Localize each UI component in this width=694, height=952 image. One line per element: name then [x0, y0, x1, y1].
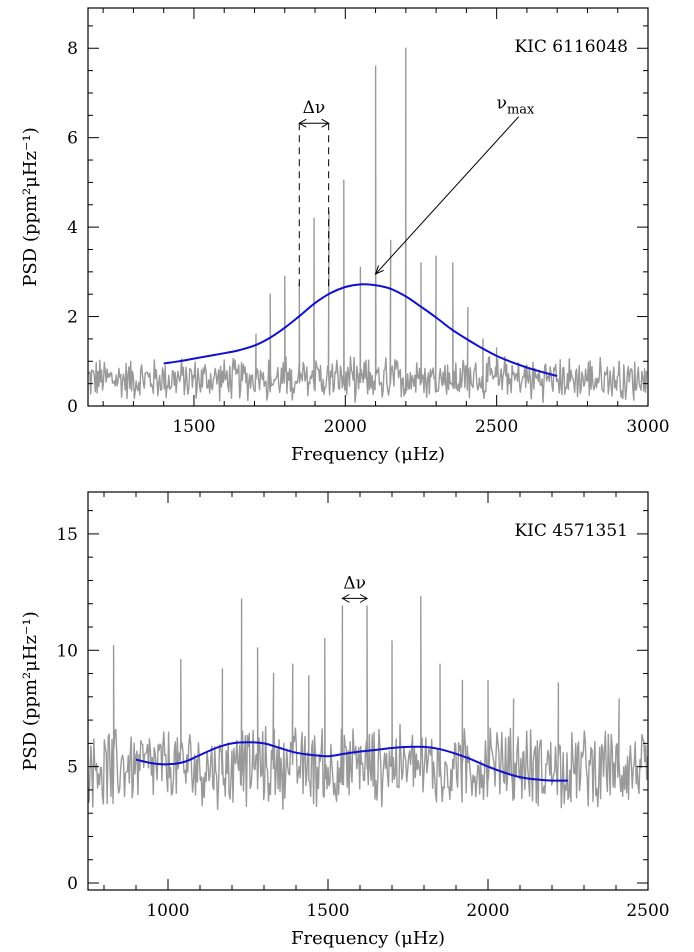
top-annotations: Δν νmax [298, 94, 535, 290]
x-tick-label: 2500 [626, 901, 669, 921]
bottom-x-axis-label: Frequency (μHz) [291, 928, 445, 949]
arrow-head [359, 593, 369, 603]
y-tick-label: 0 [67, 874, 78, 894]
top-x-axis-label: Frequency (μHz) [291, 444, 445, 465]
plot-frame [87, 491, 649, 891]
bottom-annotations: Δν [341, 573, 369, 603]
y-tick-label: 5 [67, 758, 78, 778]
top-panel: 1500 2000 2500 3000 0 2 4 6 8 Δν νmax KIC 6116048… [20, 7, 670, 465]
top-axes: 1500 2000 2500 3000 0 2 4 6 8 [67, 7, 670, 437]
y-tick-label: 4 [67, 218, 78, 238]
x-tick-label: 2000 [466, 901, 509, 921]
arrow-head [374, 265, 384, 276]
bottom-panel: 1000 1500 2000 2500 0 5 10 15 Δν KIC 4571351 Fr… [20, 491, 670, 949]
y-tick-label: 2 [67, 308, 78, 328]
psd-spectrum-line [87, 47, 648, 404]
bottom-star-label: KIC 4571351 [514, 521, 628, 541]
x-tick-label: 3000 [626, 417, 669, 437]
x-tick-label: 2000 [324, 417, 367, 437]
x-tick-label: 1000 [146, 901, 189, 921]
top-star-label: KIC 6116048 [514, 37, 628, 57]
smoothed-fit-line [135, 741, 569, 782]
bottom-fit-series [135, 741, 569, 782]
x-tick-label: 1500 [172, 417, 215, 437]
top-spectrum-series [87, 47, 648, 404]
x-tick-label: 1500 [306, 901, 349, 921]
y-tick-label: 0 [67, 397, 78, 417]
arrow-head [341, 593, 350, 603]
bottom-spectrum-series [87, 596, 649, 810]
arrow-head [321, 118, 330, 128]
x-tick-label: 2500 [475, 417, 518, 437]
plot-frame [87, 7, 649, 407]
numax-arrow [375, 116, 520, 275]
smoothed-fit-line [163, 283, 558, 377]
delta-nu-label: Δν [343, 573, 366, 593]
delta-nu-label: Δν [303, 98, 326, 118]
y-tick-label: 8 [67, 39, 78, 59]
y-tick-label: 10 [56, 641, 78, 661]
y-tick-label: 15 [56, 525, 78, 545]
bottom-y-axis-label: PSD (ppm²μHz⁻¹) [20, 611, 41, 771]
bottom-axes: 1000 1500 2000 2500 0 5 10 15 [56, 491, 670, 921]
top-y-axis-label: PSD (ppm²μHz⁻¹) [20, 127, 41, 287]
top-fit-series [163, 283, 558, 377]
numax-label: νmax [497, 94, 535, 118]
arrow-head [298, 118, 307, 128]
y-tick-label: 6 [67, 129, 78, 149]
psd-spectrum-line [87, 596, 649, 810]
